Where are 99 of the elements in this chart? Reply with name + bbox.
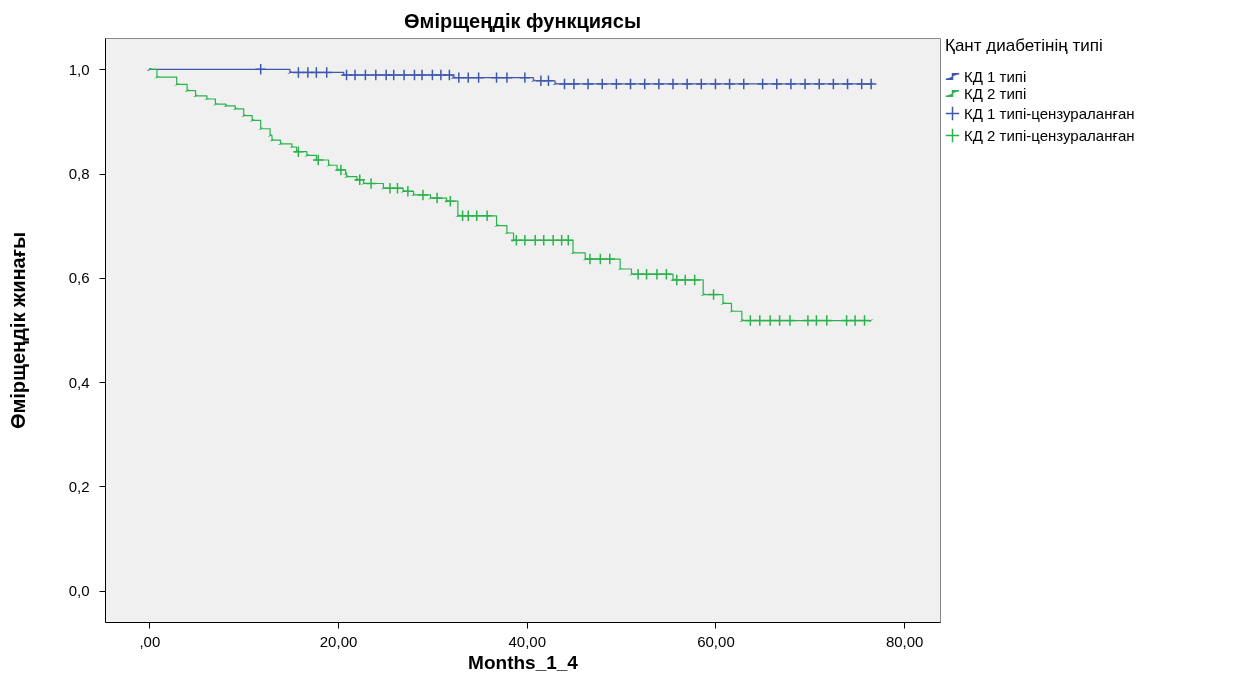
point bbox=[518, 234, 531, 247]
point bbox=[756, 77, 769, 90]
point bbox=[624, 77, 637, 90]
point bbox=[849, 314, 862, 327]
point bbox=[679, 273, 692, 286]
point bbox=[813, 77, 826, 90]
point bbox=[764, 314, 777, 327]
x-tick-label: 20,00 bbox=[319, 632, 358, 650]
point bbox=[542, 74, 555, 87]
point bbox=[709, 77, 722, 90]
point bbox=[353, 173, 366, 186]
point bbox=[443, 69, 456, 82]
point bbox=[801, 314, 814, 327]
point bbox=[310, 66, 323, 79]
y-tick-label: 1,0 bbox=[68, 60, 90, 78]
point bbox=[369, 69, 382, 82]
point bbox=[462, 71, 475, 84]
point bbox=[301, 66, 314, 79]
point bbox=[452, 71, 465, 84]
legend-label: КД 2 типі bbox=[964, 84, 1027, 102]
point bbox=[810, 314, 823, 327]
point bbox=[603, 253, 616, 266]
point bbox=[431, 192, 444, 205]
y-axis-title: Өмірщеңдік жинағы bbox=[6, 231, 29, 430]
point bbox=[744, 314, 757, 327]
point bbox=[340, 69, 353, 82]
point bbox=[783, 314, 796, 327]
point bbox=[670, 273, 683, 286]
y-tick-label: 0,6 bbox=[68, 269, 90, 287]
chart-title: Өмірщеңдік функциясы bbox=[404, 10, 641, 32]
point bbox=[723, 77, 736, 90]
point bbox=[434, 69, 447, 82]
y-tick-label: 0,8 bbox=[68, 165, 90, 183]
point bbox=[688, 273, 701, 286]
point bbox=[359, 69, 372, 82]
point bbox=[583, 253, 596, 266]
point bbox=[334, 163, 347, 176]
point bbox=[510, 234, 523, 247]
legend-label: КД 1 типі-цензураланған bbox=[964, 104, 1135, 122]
point bbox=[490, 71, 503, 84]
point bbox=[558, 77, 571, 90]
point bbox=[426, 69, 439, 82]
point bbox=[737, 77, 750, 90]
legend-label: КД 1 типі bbox=[964, 67, 1027, 85]
point bbox=[254, 63, 267, 76]
point bbox=[695, 77, 708, 90]
point bbox=[596, 77, 609, 90]
point bbox=[472, 71, 485, 84]
y-tick-label: 0,0 bbox=[68, 582, 90, 600]
y-tick-label: 0,4 bbox=[68, 373, 90, 391]
point bbox=[827, 77, 840, 90]
point bbox=[650, 268, 663, 281]
point bbox=[681, 77, 694, 90]
point bbox=[481, 209, 494, 222]
point bbox=[320, 66, 333, 79]
point bbox=[349, 69, 362, 82]
point bbox=[660, 268, 673, 281]
point bbox=[770, 77, 783, 90]
y-tick-label: 0,2 bbox=[68, 477, 90, 495]
point bbox=[840, 314, 853, 327]
point bbox=[841, 77, 854, 90]
legend-label: КД 2 типі-цензураланған bbox=[964, 126, 1135, 144]
point bbox=[753, 314, 766, 327]
point bbox=[537, 234, 550, 247]
point bbox=[444, 195, 457, 208]
point bbox=[518, 71, 531, 84]
point bbox=[820, 314, 833, 327]
point bbox=[594, 253, 607, 266]
point bbox=[858, 314, 871, 327]
point bbox=[855, 77, 868, 90]
point bbox=[401, 185, 414, 198]
point bbox=[773, 314, 786, 327]
point bbox=[365, 177, 378, 190]
x-tick-label: 60,00 bbox=[697, 632, 735, 650]
point bbox=[784, 77, 797, 90]
legend-title: Қант диабетінің типі bbox=[945, 36, 1103, 55]
x-tick-label: 40,00 bbox=[508, 632, 547, 650]
point bbox=[292, 66, 305, 79]
x-axis-title: Months_1_4 bbox=[468, 651, 579, 673]
point bbox=[666, 77, 679, 90]
point bbox=[292, 145, 305, 158]
point bbox=[470, 209, 483, 222]
point bbox=[416, 188, 429, 201]
point bbox=[387, 69, 400, 82]
point bbox=[799, 77, 812, 90]
point bbox=[582, 77, 595, 90]
point bbox=[500, 71, 513, 84]
x-tick-label: 80,00 bbox=[885, 632, 924, 650]
point bbox=[312, 154, 325, 167]
point bbox=[707, 288, 720, 301]
point bbox=[640, 268, 653, 281]
x-tick-label: ,00 bbox=[139, 632, 161, 650]
point bbox=[610, 77, 623, 90]
point bbox=[638, 77, 651, 90]
point bbox=[562, 234, 575, 247]
point bbox=[391, 182, 404, 195]
point bbox=[416, 69, 429, 82]
point bbox=[398, 69, 411, 82]
point bbox=[652, 77, 665, 90]
